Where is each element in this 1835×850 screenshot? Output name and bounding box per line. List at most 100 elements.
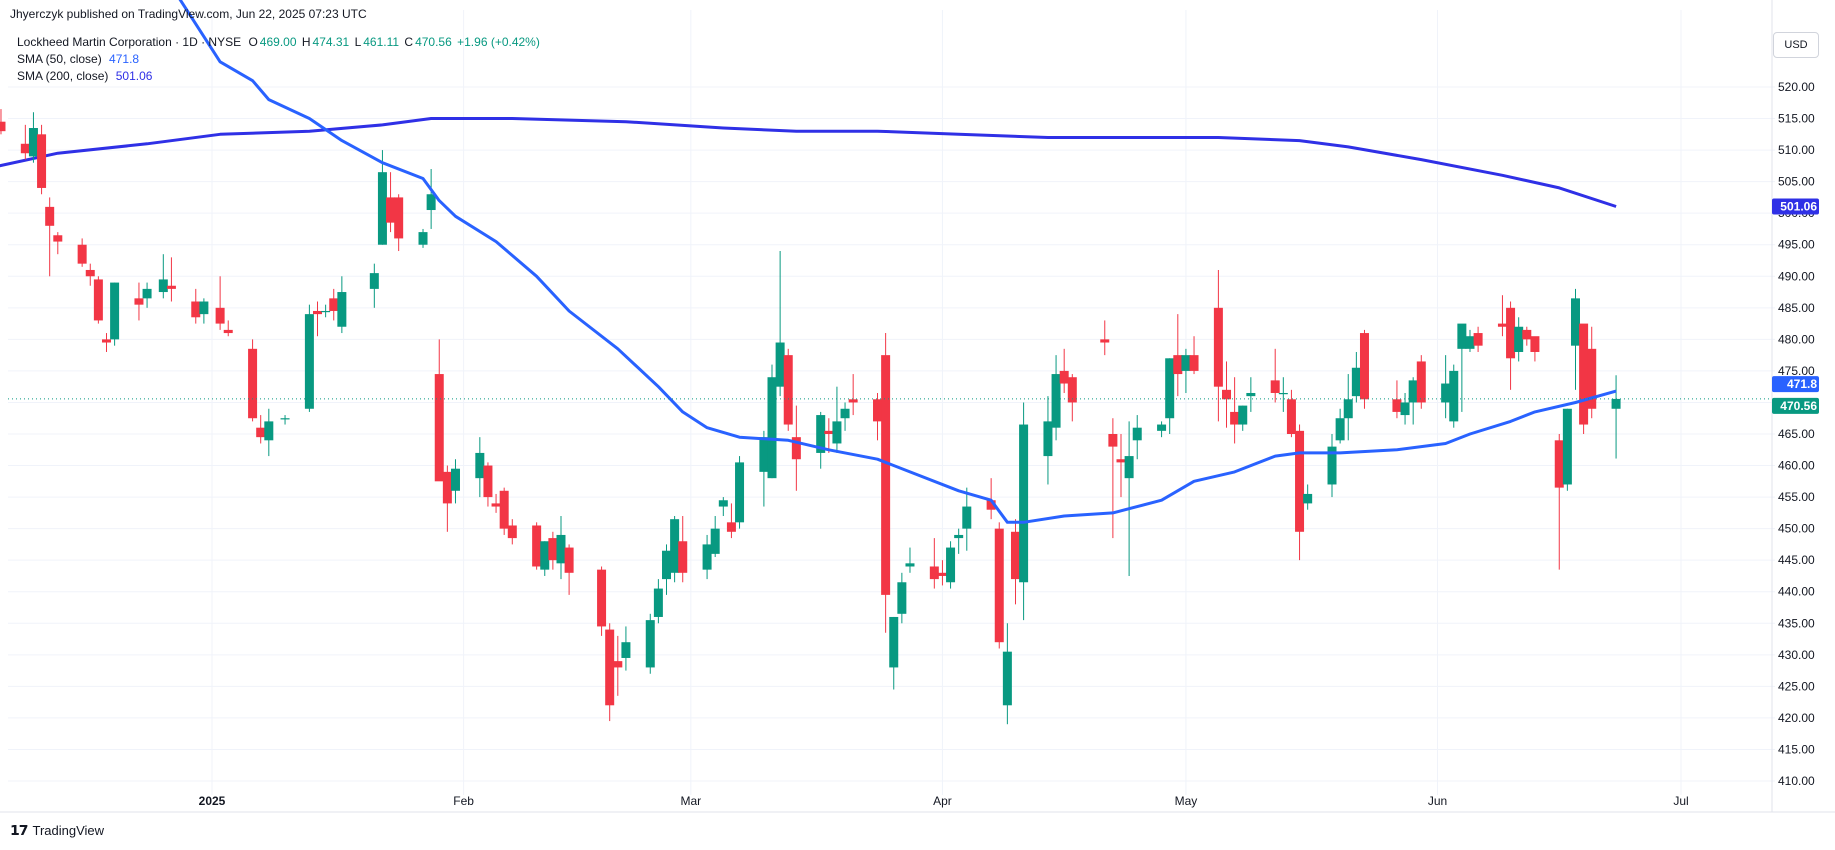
candle-body	[597, 569, 607, 627]
candles[interactable]	[0, 109, 1621, 725]
candle	[134, 282, 144, 321]
candle-body	[1043, 421, 1053, 457]
x-tick-label: Jun	[1428, 794, 1447, 808]
candle-body	[1222, 389, 1232, 400]
candle	[110, 282, 120, 346]
candle	[848, 374, 858, 416]
candle-body	[1132, 427, 1142, 441]
candle-body	[53, 235, 63, 242]
candle-body	[166, 285, 176, 289]
candle	[783, 348, 793, 431]
grid	[8, 10, 1775, 795]
y-tick-label: 490.00	[1778, 269, 1815, 283]
candle	[1522, 326, 1532, 346]
close-label: C	[404, 35, 414, 49]
candle	[313, 301, 323, 337]
candle	[962, 487, 972, 551]
candle-body	[329, 298, 339, 311]
y-tick-label: 495.00	[1778, 238, 1815, 252]
candle-body	[832, 421, 842, 444]
sma200-legend-row[interactable]: SMA (200, close) 501.06	[17, 68, 542, 85]
candle	[280, 415, 290, 425]
candle	[369, 263, 379, 308]
candle	[605, 623, 615, 722]
candle	[1181, 348, 1191, 393]
candle-body	[1002, 651, 1012, 706]
candle-body	[337, 292, 347, 327]
candle-body	[264, 421, 274, 441]
candle	[483, 462, 493, 507]
candle	[1449, 364, 1459, 428]
y-tick-label: 445.00	[1778, 553, 1815, 567]
currency-button[interactable]: USD	[1773, 32, 1819, 58]
candle-body	[540, 541, 550, 570]
candle-body	[434, 374, 444, 482]
candle-body	[1295, 430, 1305, 532]
candle	[1173, 314, 1183, 397]
candle	[873, 392, 883, 441]
candle-body	[726, 522, 736, 532]
candle	[791, 405, 801, 491]
candle	[1019, 402, 1029, 621]
candle-body	[280, 418, 290, 420]
symbol-label[interactable]: Lockheed Martin Corporation · 1D · NYSE	[17, 35, 242, 49]
candle	[53, 232, 63, 255]
candle-body	[77, 244, 87, 264]
tradingview-brand[interactable]: 𝟭𝟳 TradingView	[10, 822, 104, 839]
candle	[434, 339, 444, 482]
candle	[929, 538, 939, 589]
candle-body	[986, 500, 996, 510]
candle	[1043, 396, 1053, 485]
candle	[1335, 408, 1345, 444]
candle-body	[483, 465, 493, 498]
candle-body	[1246, 392, 1256, 397]
candle	[1213, 269, 1223, 422]
candle-body	[1570, 298, 1580, 346]
candle-body	[1278, 392, 1288, 395]
candle-body	[1100, 339, 1110, 343]
brand-label: TradingView	[32, 823, 105, 838]
candle-body	[1270, 380, 1280, 393]
candle	[1343, 374, 1353, 441]
candle	[377, 150, 387, 245]
candle	[954, 528, 964, 554]
candle	[1327, 434, 1337, 498]
y-tick-label: 480.00	[1778, 332, 1815, 346]
candle-body	[1238, 405, 1248, 425]
sma50-legend-row[interactable]: SMA (50, close) 471.8	[17, 51, 542, 68]
candle-body	[1157, 424, 1167, 431]
candle	[45, 197, 55, 277]
candle-body	[1473, 333, 1483, 346]
candle	[1562, 408, 1572, 491]
candle-body	[0, 121, 6, 132]
candle-body	[442, 471, 452, 504]
candle-body	[101, 339, 111, 343]
candle-body	[1165, 358, 1175, 419]
candle	[556, 516, 566, 580]
candle	[1278, 377, 1288, 412]
candle	[1579, 323, 1589, 434]
candle-body	[1351, 367, 1361, 397]
candle	[881, 333, 891, 633]
candle-body	[215, 307, 225, 324]
candle-body	[653, 588, 663, 617]
candle-body	[93, 279, 103, 321]
sma50-value: 471.8	[109, 52, 140, 66]
candle	[718, 497, 728, 517]
candle	[426, 169, 436, 229]
candle-body	[905, 563, 915, 567]
candle	[897, 572, 907, 624]
candle-body	[848, 399, 858, 403]
candle	[710, 516, 720, 558]
candle	[337, 276, 347, 334]
candle-body	[37, 134, 47, 188]
candle	[661, 544, 671, 595]
candle	[199, 298, 209, 324]
candle	[491, 493, 501, 513]
candle-body	[1335, 418, 1345, 441]
candle-body	[313, 310, 323, 315]
candle	[264, 408, 274, 457]
candle-body	[532, 525, 542, 567]
candle-body	[897, 582, 907, 614]
